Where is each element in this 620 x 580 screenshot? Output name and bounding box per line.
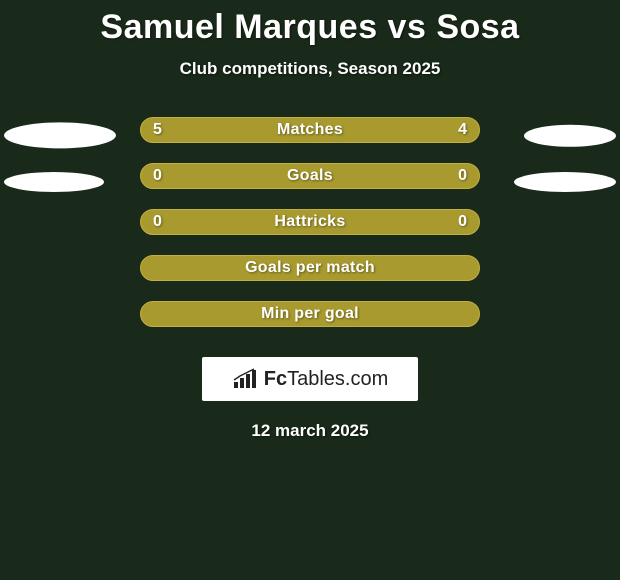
stat-row: Min per goal <box>0 299 620 345</box>
logo-main: Tables <box>287 368 345 390</box>
stat-bar-inner: 0 Goals 0 <box>141 164 479 188</box>
stat-label: Hattricks <box>274 213 345 231</box>
stat-label: Min per goal <box>261 305 359 323</box>
fctables-logo: FcTables.com <box>202 357 418 401</box>
logo-suffix: .com <box>345 368 388 390</box>
stat-row: Goals per match <box>0 253 620 299</box>
stat-row: 0 Goals 0 <box>0 161 620 207</box>
stat-right-value: 4 <box>458 121 467 139</box>
stat-bar-inner: 0 Hattricks 0 <box>141 210 479 234</box>
stat-bar-inner: Min per goal <box>141 302 479 326</box>
date-label: 12 march 2025 <box>0 421 620 441</box>
stat-row: 0 Hattricks 0 <box>0 207 620 253</box>
comparison-infographic: Samuel Marques vs Sosa Club competitions… <box>0 0 620 441</box>
stat-bar-inner: 5 Matches 4 <box>141 118 479 142</box>
stat-bar: Goals per match <box>140 255 480 281</box>
stat-bar: Min per goal <box>140 301 480 327</box>
stat-bar: 5 Matches 4 <box>140 117 480 143</box>
stat-bar: 0 Hattricks 0 <box>140 209 480 235</box>
subtitle: Club competitions, Season 2025 <box>0 59 620 79</box>
stat-row: 5 Matches 4 <box>0 115 620 161</box>
stat-bar-inner: Goals per match <box>141 256 479 280</box>
logo-text: FcTables.com <box>264 368 389 391</box>
logo-prefix: Fc <box>264 368 287 390</box>
right-ellipse <box>514 172 616 192</box>
stat-left-value: 5 <box>153 121 162 139</box>
bar-chart-icon <box>232 368 258 390</box>
stat-label: Goals <box>287 167 333 185</box>
right-ellipse <box>524 125 616 147</box>
stat-label: Goals per match <box>245 259 375 277</box>
stat-left-value: 0 <box>153 167 162 185</box>
stat-right-value: 0 <box>458 167 467 185</box>
stat-rows: 5 Matches 4 0 Goals 0 0 Hattricks 0 Goals per mat… <box>0 115 620 345</box>
stat-right-value: 0 <box>458 213 467 231</box>
page-title: Samuel Marques vs Sosa <box>0 8 620 47</box>
stat-label: Matches <box>277 121 343 139</box>
left-ellipse <box>4 172 104 192</box>
stat-left-value: 0 <box>153 213 162 231</box>
stat-bar: 0 Goals 0 <box>140 163 480 189</box>
left-ellipse <box>4 122 116 148</box>
